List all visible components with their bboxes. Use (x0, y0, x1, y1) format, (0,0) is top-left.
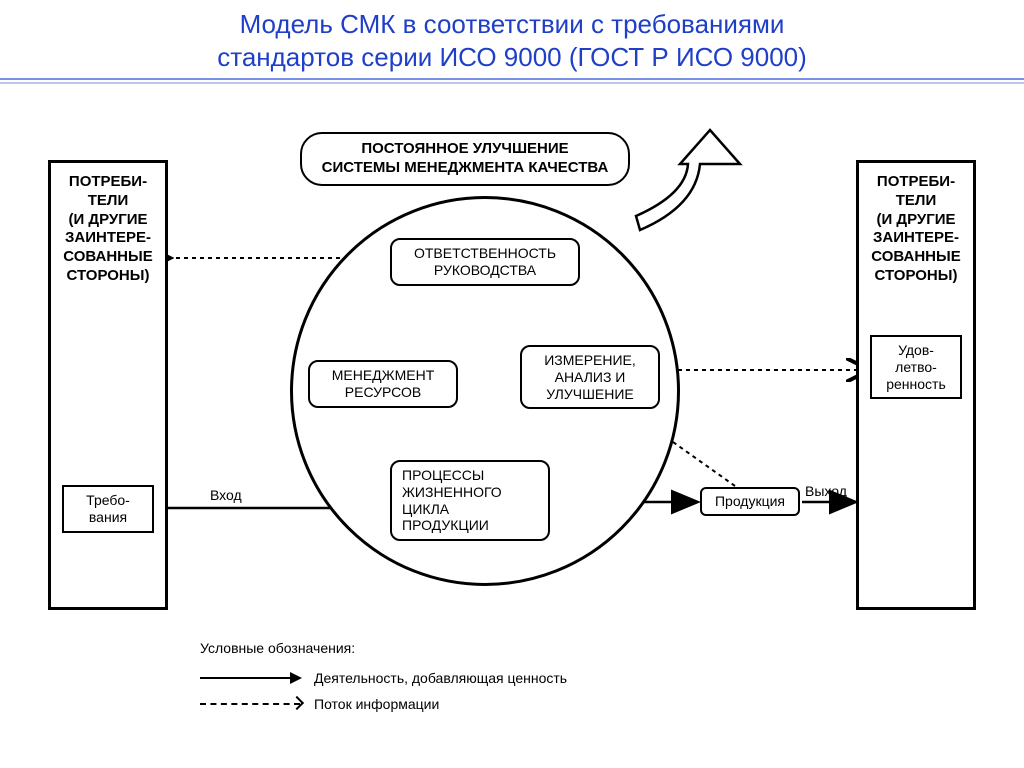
satisfaction-box: Удов- летво- ренность (870, 335, 962, 399)
product-box: Продукция (700, 487, 800, 516)
legend-dashed-arrow-icon (200, 703, 300, 705)
legend-title: Условные обозначения: (200, 640, 567, 656)
title-line1: Модель СМК в соответствии с требованиями (240, 9, 785, 39)
node-resources-text: МЕНЕДЖМЕНТ РЕСУРСОВ (332, 367, 435, 400)
label-output: Выход (805, 483, 847, 499)
legend-solid-text: Деятельность, добавляющая ценность (314, 670, 567, 686)
legend-row-solid: Деятельность, добавляющая ценность (200, 670, 567, 686)
improvement-banner: ПОСТОЯННОЕ УЛУЧШЕНИЕ СИСТЕМЫ МЕНЕДЖМЕНТА… (300, 132, 630, 186)
label-input: Вход (210, 487, 242, 503)
product-text: Продукция (715, 493, 785, 509)
title-rule (0, 78, 1024, 84)
satisfaction-text: Удов- летво- ренность (886, 342, 946, 392)
requirements-box: Требо- вания (62, 485, 154, 533)
node-lifecycle: ПРОЦЕССЫ ЖИЗНЕННОГО ЦИКЛА ПРОДУКЦИИ (390, 460, 550, 541)
legend-solid-arrow-icon (200, 677, 300, 679)
node-measurement: ИЗМЕРЕНИЕ, АНАЛИЗ И УЛУЧШЕНИЕ (520, 345, 660, 409)
requirements-text: Требо- вания (86, 492, 130, 525)
consumers-left-text: ПОТРЕБИ- ТЕЛИ (И ДРУГИЕ ЗАИНТЕРЕ- СОВАНН… (55, 173, 161, 286)
page-title: Модель СМК в соответствии с требованиями… (0, 0, 1024, 73)
node-measurement-text: ИЗМЕРЕНИЕ, АНАЛИЗ И УЛУЧШЕНИЕ (544, 352, 636, 402)
banner-text: ПОСТОЯННОЕ УЛУЧШЕНИЕ СИСТЕМЫ МЕНЕДЖМЕНТА… (322, 140, 609, 176)
legend-row-dashed: Поток информации (200, 696, 567, 712)
title-line2: стандартов серии ИСО 9000 (ГОСТ Р ИСО 90… (217, 42, 807, 72)
improvement-arrow (636, 130, 740, 230)
node-lifecycle-text: ПРОЦЕССЫ ЖИЗНЕННОГО ЦИКЛА ПРОДУКЦИИ (402, 467, 502, 533)
consumers-right-text: ПОТРЕБИ- ТЕЛИ (И ДРУГИЕ ЗАИНТЕРЕ- СОВАНН… (863, 173, 969, 286)
node-responsibility-text: ОТВЕТСТВЕННОСТЬ РУКОВОДСТВА (414, 245, 556, 278)
node-resources: МЕНЕДЖМЕНТ РЕСУРСОВ (308, 360, 458, 408)
diagram-area: ПОСТОЯННОЕ УЛУЧШЕНИЕ СИСТЕМЫ МЕНЕДЖМЕНТА… (0, 90, 1024, 650)
legend-dashed-text: Поток информации (314, 696, 439, 712)
node-responsibility: ОТВЕТСТВЕННОСТЬ РУКОВОДСТВА (390, 238, 580, 286)
legend: Условные обозначения: Деятельность, доба… (200, 640, 567, 722)
consumers-left-box: ПОТРЕБИ- ТЕЛИ (И ДРУГИЕ ЗАИНТЕРЕ- СОВАНН… (48, 160, 168, 610)
